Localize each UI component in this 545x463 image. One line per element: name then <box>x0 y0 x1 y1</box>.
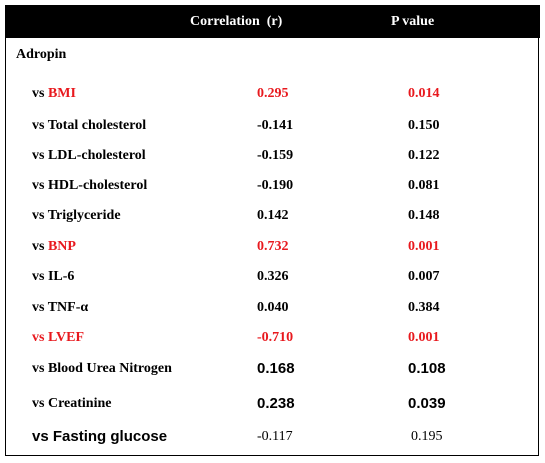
row-name: HDL-cholesterol <box>47 178 148 193</box>
row-name: TNF-α <box>47 300 89 315</box>
row-prefix: vs <box>32 118 45 133</box>
row-prefix: vs <box>32 300 45 315</box>
correlation-value: 0.142 <box>257 208 289 223</box>
p-value: 0.081 <box>408 178 440 193</box>
p-value: 0.108 <box>408 360 446 377</box>
row-label: vs BNP <box>32 237 76 257</box>
row-label: vs LVEF <box>32 328 84 348</box>
row-label: vs Triglyceride <box>32 206 121 226</box>
correlation-value: 0.326 <box>257 269 289 284</box>
row-name: LVEF <box>47 330 85 345</box>
row-prefix: vs <box>32 269 45 284</box>
p-value: 0.007 <box>408 269 440 284</box>
correlation-value: 0.238 <box>257 395 295 412</box>
correlation-value: -0.190 <box>257 178 294 193</box>
column-header: P value <box>391 14 435 29</box>
row-prefix: vs <box>32 361 45 376</box>
section-title: Adropin <box>16 47 67 62</box>
row-prefix: vs <box>32 239 45 254</box>
row-prefix: vs <box>32 396 45 411</box>
row-name: Fasting glucose <box>52 428 168 445</box>
row-name: Total cholesterol <box>47 118 147 133</box>
row-name: BNP <box>47 239 76 254</box>
correlation-value: -0.710 <box>257 330 294 345</box>
correlation-value: 0.295 <box>257 86 289 101</box>
row-prefix: vs <box>32 148 45 163</box>
row-prefix: vs <box>32 330 45 345</box>
correlation-value: 0.168 <box>257 360 295 377</box>
p-value: 0.122 <box>408 148 440 163</box>
correlation-value: -0.117 <box>257 429 293 444</box>
correlation-value: -0.141 <box>257 118 294 133</box>
row-name: Blood Urea Nitrogen <box>47 361 172 376</box>
correlation-value: 0.040 <box>257 300 289 315</box>
header-bar <box>5 5 540 38</box>
row-label: vs IL-6 <box>32 267 74 287</box>
row-name: LDL-cholesterol <box>47 148 146 163</box>
row-prefix: vs <box>32 428 49 445</box>
row-name: Triglyceride <box>47 208 121 223</box>
column-header: Correlation (r) <box>190 14 283 29</box>
p-value: 0.001 <box>408 330 440 345</box>
row-name: IL-6 <box>47 269 75 284</box>
table-border <box>5 5 539 456</box>
row-prefix: vs <box>32 86 45 101</box>
row-label: vs Fasting glucose <box>32 427 167 447</box>
p-value: 0.039 <box>408 395 446 412</box>
row-name: BMI <box>47 86 76 101</box>
p-value: 0.014 <box>408 86 440 101</box>
row-prefix: vs <box>32 178 45 193</box>
row-label: vs Creatinine <box>32 394 111 414</box>
row-label: vs HDL-cholesterol <box>32 176 147 196</box>
correlation-value: 0.732 <box>257 239 289 254</box>
row-name: Creatinine <box>47 396 112 411</box>
row-prefix: vs <box>32 208 45 223</box>
row-label: vs LDL-cholesterol <box>32 146 146 166</box>
p-value: 0.150 <box>408 118 440 133</box>
row-label: vs TNF-α <box>32 298 88 318</box>
correlation-value: -0.159 <box>257 148 294 163</box>
row-label: vs Total cholesterol <box>32 116 146 136</box>
p-value: 0.148 <box>408 208 440 223</box>
p-value: 0.001 <box>408 239 440 254</box>
p-value: 0.384 <box>408 300 440 315</box>
p-value: 0.195 <box>411 429 443 444</box>
row-label: vs BMI <box>32 84 76 104</box>
row-label: vs Blood Urea Nitrogen <box>32 359 172 379</box>
